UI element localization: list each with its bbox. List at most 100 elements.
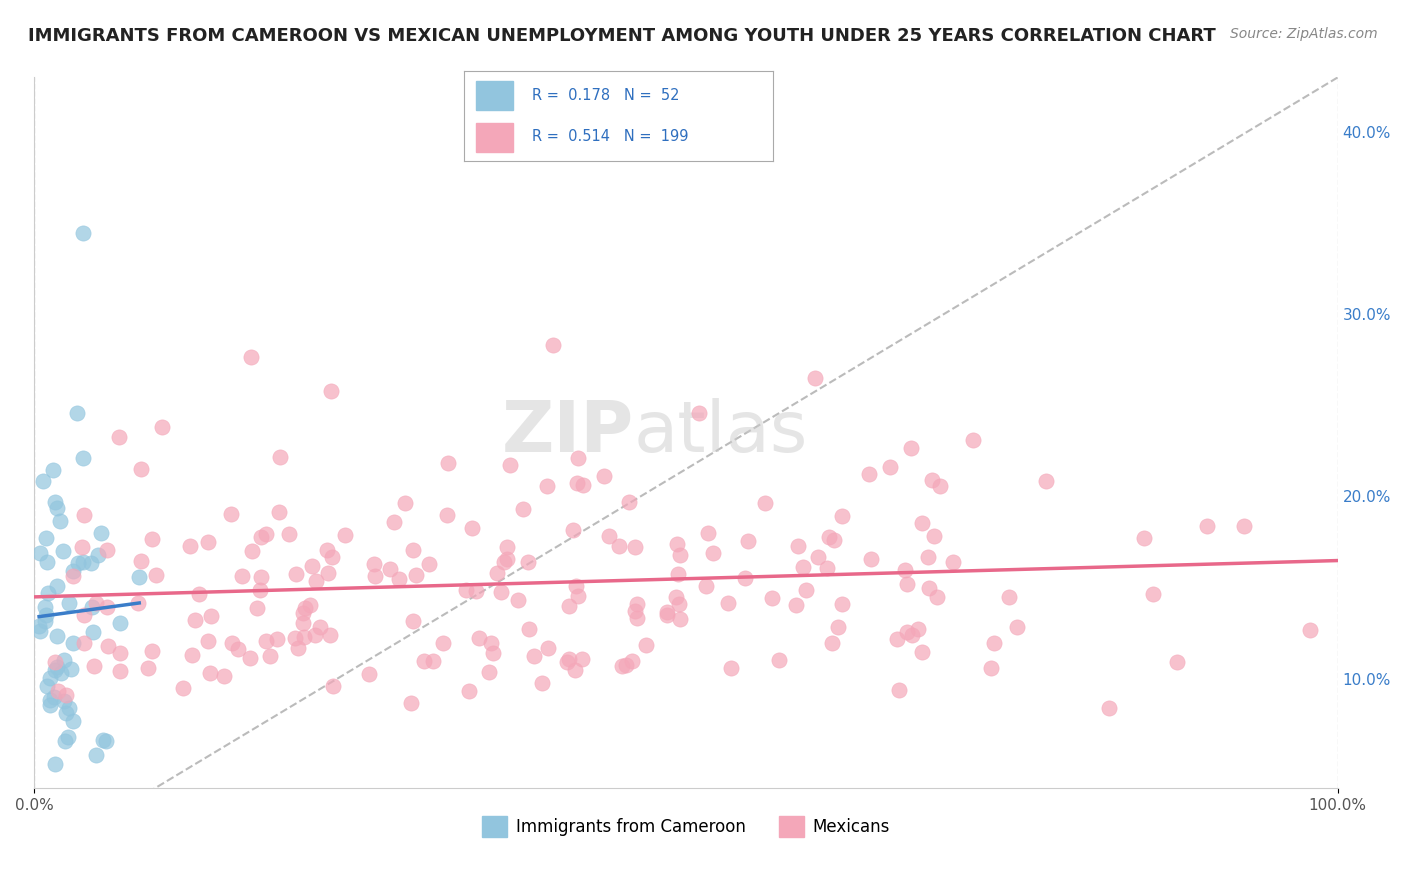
Point [254,526,277,541]
Point [246,601,269,615]
Point [269,450,291,465]
Point [567,589,589,603]
Point [571,478,593,492]
Point [619,495,641,509]
Point [697,525,720,540]
Point [922,529,945,543]
Point [831,597,853,611]
Point [197,633,219,648]
Point [669,612,692,626]
Point [44,757,66,772]
Point [46,579,69,593]
Point [571,652,593,666]
Point [478,665,501,680]
Point [399,697,422,711]
Point [58,596,80,610]
Point [198,665,221,680]
Point [200,608,222,623]
Point [517,555,540,569]
Point [382,515,405,529]
Point [45,501,67,516]
Point [37,555,59,569]
Point [44,690,66,704]
Point [44,494,66,508]
Point [316,542,339,557]
Point [38,693,60,707]
Point [90,525,112,540]
Point [46,684,69,698]
Point [422,654,444,668]
Point [127,596,149,610]
Point [38,671,60,685]
Point [380,561,402,575]
Point [695,579,717,593]
Point [402,614,425,628]
Point [436,456,458,470]
Point [418,558,440,572]
Point [292,616,315,631]
Point [688,405,710,419]
Point [492,555,515,569]
Point [894,562,917,576]
Point [921,473,943,487]
Point [301,558,323,573]
Point [761,591,783,605]
Point [35,679,58,693]
Point [83,659,105,673]
Point [35,608,58,623]
Point [39,698,62,713]
Point [60,662,83,676]
Point [55,706,77,721]
Point [129,461,152,475]
Point [67,556,90,570]
Point [226,642,249,657]
Point [46,659,69,673]
Point [304,627,326,641]
Point [66,406,89,420]
Point [911,516,934,530]
Point [896,577,918,591]
Point [983,636,1005,650]
Point [108,646,131,660]
Point [436,508,458,523]
Point [734,571,756,585]
Point [56,731,79,745]
Point [197,535,219,549]
Point [363,558,385,572]
Point [221,636,243,650]
Point [96,599,118,614]
Point [212,668,235,682]
Point [620,654,643,668]
Point [807,549,830,564]
Point [53,653,76,667]
Point [141,644,163,658]
Point [62,636,84,650]
Point [145,568,167,582]
Point [907,622,929,636]
Point [665,590,688,604]
Point [666,567,689,582]
Point [815,561,838,575]
Point [496,540,519,554]
Point [768,652,790,666]
Point [28,618,51,632]
Point [787,539,810,553]
Point [1035,474,1057,488]
Point [80,556,103,570]
Point [52,544,75,558]
Point [141,532,163,546]
Point [818,530,841,544]
Point [299,598,322,612]
Point [278,526,301,541]
Point [30,624,52,638]
Point [489,585,512,599]
Text: R =  0.178   N =  52: R = 0.178 N = 52 [531,88,679,103]
Point [308,620,330,634]
Point [821,636,844,650]
Point [73,508,96,523]
Point [942,555,965,569]
Point [284,566,307,581]
Point [128,570,150,584]
Point [150,419,173,434]
Point [259,648,281,663]
